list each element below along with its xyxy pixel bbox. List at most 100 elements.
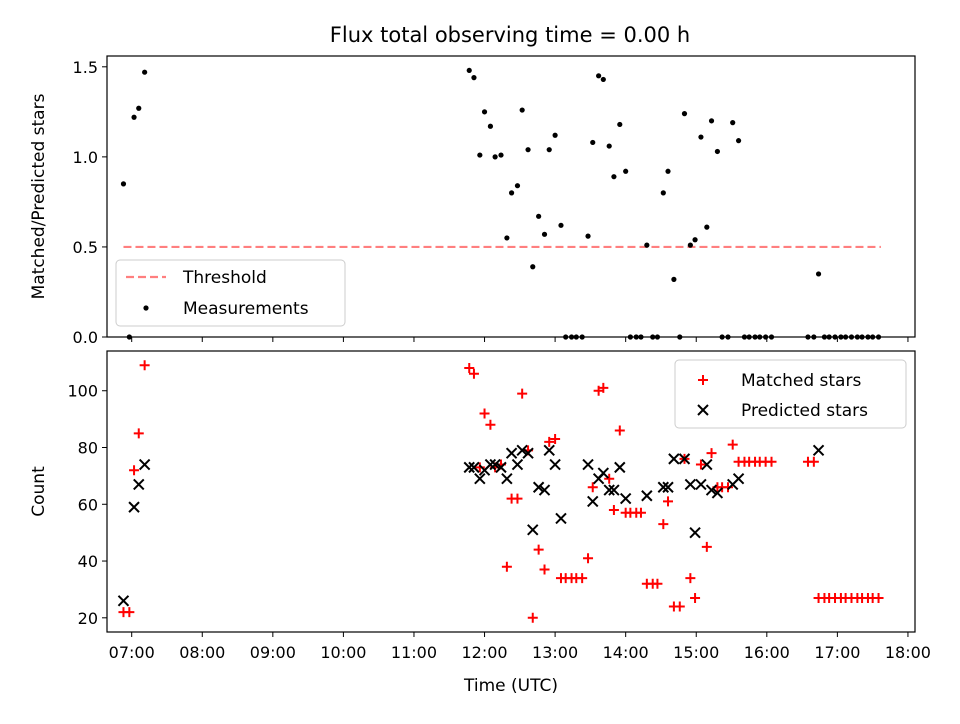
measurement-point [142, 69, 148, 75]
matched-star-point [766, 456, 777, 467]
measurement-point [471, 75, 477, 81]
matched-star-point [614, 425, 625, 436]
predicted-star-point [495, 461, 507, 474]
predicted-star-point [689, 526, 701, 539]
measurement-point [692, 237, 698, 243]
x-tick-label: 12:00 [461, 643, 507, 662]
measurement-point [477, 152, 483, 158]
y-tick-label: 40 [78, 552, 98, 571]
measurement-point [508, 190, 515, 196]
matched-star-point [539, 564, 550, 575]
measurement-point [558, 222, 564, 228]
matched-star-point [706, 448, 717, 459]
x-tick-label: 16:00 [744, 643, 790, 662]
matched-star-point [133, 428, 144, 439]
measurement-point [519, 107, 525, 113]
measurement-point [644, 242, 650, 248]
measurement-point [596, 73, 602, 79]
matched-star-point [701, 541, 712, 552]
y-tick-label: 60 [78, 495, 98, 514]
matched-star-point [139, 360, 150, 371]
legend-frame [674, 359, 907, 429]
predicted-star-point [117, 595, 130, 607]
measurement-point [481, 109, 488, 115]
y-tick-label: 1.5 [73, 58, 98, 77]
matched-star-point [512, 493, 523, 504]
legend-threshold-label: Threshold [182, 268, 267, 288]
measurement-point [671, 276, 677, 282]
measurement-point [536, 213, 542, 219]
matched-star-point [474, 462, 485, 473]
y-tick-label: 100 [67, 382, 98, 401]
measurement-point [590, 139, 596, 146]
measurement-point [498, 152, 504, 158]
predicted-star-point [619, 492, 632, 505]
predicted-star-point [662, 481, 674, 493]
x-tick-label: 09:00 [250, 643, 296, 662]
matched-star-point [695, 459, 706, 470]
matched-star-point [533, 544, 544, 555]
predicted-star-point [705, 484, 718, 496]
matched-star-point [577, 573, 588, 584]
bottom-panel: 07:00 08:00 09:00 10:00 11:00 12:00 13:00 14:00… [29, 350, 931, 662]
matched-star-point [527, 612, 538, 623]
measurement-point [698, 134, 704, 140]
x-axis-label: Time (UTC) [463, 676, 558, 696]
measurement-point [606, 143, 612, 149]
matched-star-point [129, 465, 140, 476]
matched-star-point [550, 433, 561, 444]
matched-star-point [598, 382, 609, 393]
y-axis-label: Matched/Predicted stars [29, 93, 49, 299]
y-tick-label: 80 [78, 439, 98, 458]
x-tick-label: 08:00 [179, 643, 225, 662]
predicted-star-point [732, 473, 745, 485]
matched-star-point [479, 408, 490, 419]
matched-star-point [635, 507, 646, 518]
matched-star-point [722, 482, 733, 493]
x-tick-label: 11:00 [391, 643, 437, 662]
predicted-star-point [138, 458, 151, 471]
predicted-star-point [484, 458, 497, 471]
matched-star-point [658, 519, 669, 530]
predicted-star-point [489, 458, 501, 471]
measurement-point [585, 233, 591, 239]
measurement-point [552, 132, 558, 138]
chart-title: Flux total observing time = 0.00 h [330, 23, 690, 47]
matched-star-point [544, 436, 555, 447]
matched-star-point [583, 553, 594, 564]
predicted-star-point [474, 473, 486, 485]
measurement-point [708, 118, 715, 124]
predicted-star-point [657, 481, 670, 493]
measurement-point [541, 231, 548, 237]
y-tick-label: 20 [78, 609, 98, 628]
legend-measurement-swatch [143, 305, 149, 311]
measurement-point [136, 105, 142, 111]
measurement-point [730, 120, 736, 126]
x-tick-label: 07:00 [109, 643, 155, 662]
legend: Matched stars Predicted stars [674, 359, 907, 429]
predicted-star-point [538, 484, 551, 496]
matched-star-point [873, 592, 884, 603]
predicted-star-point [812, 444, 825, 457]
x-tick-label: 15:00 [673, 643, 719, 662]
predicted-star-point [603, 484, 615, 496]
predicted-star-point [695, 478, 707, 491]
matched-star-point [685, 573, 696, 584]
predicted-star-point [684, 478, 697, 491]
measurement-point [623, 168, 629, 174]
y-tick-label: 0.5 [73, 238, 98, 257]
predicted-star-point [582, 458, 594, 471]
matched-star-point [652, 578, 663, 589]
measurement-point [714, 148, 721, 155]
matched-star-point [604, 473, 615, 484]
legend-frame [115, 259, 346, 327]
measurement-point [735, 138, 742, 144]
predicted-star-point [532, 481, 545, 493]
predicted-star-point [668, 453, 680, 465]
matched-star-point [690, 592, 701, 603]
predicted-star-point [555, 512, 567, 525]
predicted-star-point [505, 447, 518, 459]
legend-matched-label: Matched stars [741, 371, 861, 391]
predicted-star-point [641, 490, 653, 502]
